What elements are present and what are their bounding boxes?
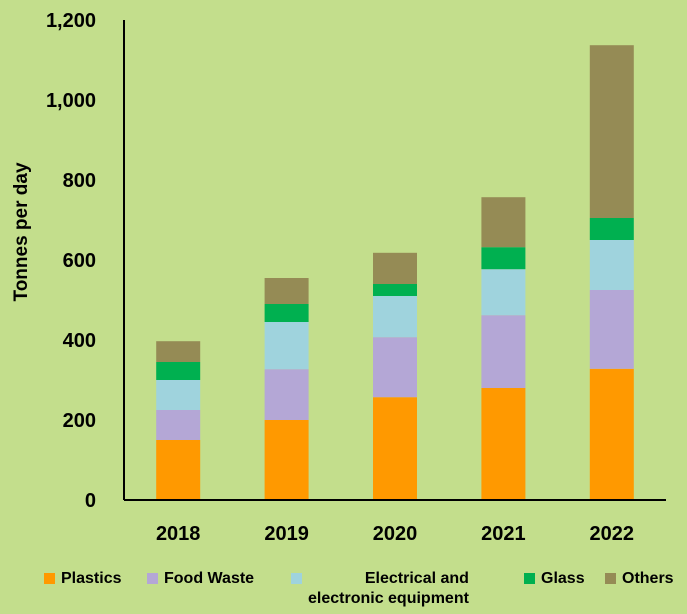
x-tick-label: 2021	[481, 523, 526, 545]
bar-2022-series-2	[589, 240, 634, 290]
bar-2020-series-0	[373, 397, 417, 500]
bar-2018-series-3	[156, 362, 201, 380]
bar-2020-series-2	[373, 296, 417, 338]
y-tick-label: 800	[63, 170, 96, 192]
x-tick-label: 2019	[264, 523, 309, 545]
legend-item: Food Waste	[147, 569, 254, 589]
y-tick-label: 600	[63, 250, 96, 272]
bar-2021-series-2	[481, 269, 526, 316]
legend-item: Plastics	[44, 569, 121, 589]
bar-2022-series-4	[589, 45, 634, 219]
legend-swatch	[291, 573, 302, 584]
bar-2022-series-3	[589, 218, 634, 240]
bars-group	[156, 45, 634, 500]
bar-2019-series-3	[264, 304, 309, 322]
x-tick-label: 2018	[156, 523, 201, 545]
legend: Plastics Food Waste Electrical and electro…	[0, 566, 687, 614]
legend-swatch	[605, 573, 616, 584]
bar-2019-series-2	[264, 322, 309, 370]
legend-item: Electrical and electronic equipment	[291, 569, 469, 609]
legend-label: Food Waste	[164, 570, 255, 587]
bar-2022-series-0	[589, 368, 634, 500]
bar-2018-series-0	[156, 440, 201, 500]
y-tick-label: 1,000	[46, 90, 96, 112]
legend-swatch	[524, 573, 535, 584]
legend-item: Glass	[524, 569, 585, 589]
stacked-bar-chart: 0 200 400 600 800 1,000 1,200 2018 2019 2020 2021…	[11, 10, 666, 545]
x-tick-labels: 2018 2019 2020 2021 2022	[156, 523, 634, 545]
bar-2021-series-0	[481, 388, 526, 500]
y-tick-label: 0	[85, 490, 96, 512]
bar-2019-series-4	[264, 278, 309, 304]
bar-2018-series-2	[156, 380, 201, 410]
bar-2020-series-1	[373, 337, 417, 398]
y-tick-label: 200	[63, 410, 96, 432]
x-tick-label: 2020	[373, 523, 418, 545]
bar-2021-series-3	[481, 247, 526, 270]
bar-2020-series-3	[373, 284, 417, 296]
x-tick-label: 2022	[590, 523, 635, 545]
legend-label: Plastics	[61, 570, 122, 587]
bar-2021-series-4	[481, 197, 526, 248]
bar-2019-series-1	[264, 369, 309, 420]
bar-2022-series-1	[589, 290, 634, 369]
y-axis-label: Tonnes per day	[11, 162, 32, 301]
legend-label: Glass	[541, 570, 585, 587]
bar-2020-series-4	[373, 252, 417, 284]
legend-item: Others	[605, 569, 674, 589]
bar-2018-series-4	[156, 341, 201, 362]
bar-2021-series-1	[481, 315, 526, 388]
legend-label: Electrical and electronic equipment	[308, 570, 469, 607]
y-tick-label: 400	[63, 330, 96, 352]
bar-2018-series-1	[156, 410, 201, 440]
legend-swatch	[44, 573, 55, 584]
y-tick-label: 1,200	[46, 10, 96, 32]
bar-2019-series-0	[264, 420, 309, 500]
legend-swatch	[147, 573, 158, 584]
y-tick-labels: 0 200 400 600 800 1,000 1,200	[46, 10, 96, 512]
legend-label: Others	[622, 570, 674, 587]
